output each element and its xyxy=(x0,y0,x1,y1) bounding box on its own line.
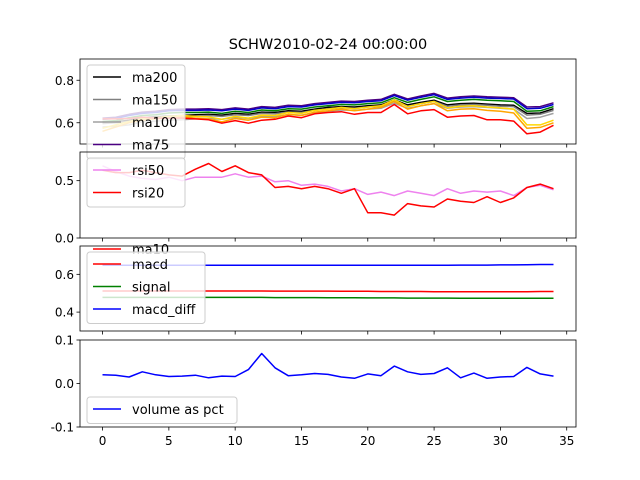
y-tick-label: 0.5 xyxy=(55,174,74,188)
legend-label: ma200 xyxy=(132,71,177,86)
legend-box xyxy=(86,396,238,424)
legend-label: macd xyxy=(132,258,168,273)
y-tick-label: 0.0 xyxy=(55,377,74,391)
series-line-volume-as-pct xyxy=(102,352,554,380)
axes-frame xyxy=(79,58,577,145)
legend-label: volume as pct xyxy=(132,403,224,418)
legend-label: ma150 xyxy=(132,94,177,109)
axes-frame xyxy=(79,151,577,239)
legend-label: macd_diff xyxy=(132,303,196,318)
legend: ma200 ma150 ma100 ma75 xyxy=(86,64,186,160)
subplot-1: 0.6 0.8 ma200 ma150 ma100 ma75 xyxy=(55,58,577,160)
x-tick-label: 25 xyxy=(426,434,441,448)
series-lines xyxy=(102,352,554,380)
legend-label: signal xyxy=(132,281,170,296)
y-tick-label: 0.4 xyxy=(55,306,74,320)
subplot-2: 0.0 0.5 rsi50 rsi20 xyxy=(55,151,577,246)
x-tick-label: 10 xyxy=(228,434,243,448)
y-tick-label: 0.6 xyxy=(55,268,74,282)
subplots: 0.6 0.8 ma200 ma150 ma100 ma75 0.0 0.5 rsi50 rsi2… xyxy=(51,58,577,448)
subplot-4: -0.1 0.0 0.1 0 5 10 15 20 25 30 35 volume as pct xyxy=(51,334,577,448)
x-tick-label: 35 xyxy=(559,434,574,448)
legend-label: ma100 xyxy=(132,116,177,131)
legend-box xyxy=(86,251,206,324)
y-tick-label: -0.1 xyxy=(51,421,74,435)
x-tick-label: 30 xyxy=(493,434,508,448)
x-tick-label: 15 xyxy=(294,434,309,448)
y-tick-label: 0.8 xyxy=(55,74,74,88)
y-tick-label: 0.1 xyxy=(55,334,74,348)
x-tick-label: 0 xyxy=(99,434,107,448)
legend: rsi50 rsi20 xyxy=(86,157,186,208)
legend-label: rsi50 xyxy=(132,164,164,179)
figure-title: SCHW2010-02-24 00:00:00 xyxy=(229,37,428,53)
legend-label: ma75 xyxy=(132,139,169,154)
axes-frame xyxy=(79,245,577,332)
x-tick-label: 20 xyxy=(360,434,375,448)
x-tick-label: 5 xyxy=(165,434,173,448)
y-tick-label: 0.0 xyxy=(55,232,74,246)
y-tick-label: 0.6 xyxy=(55,116,74,130)
legend: volume as pct xyxy=(86,396,238,424)
legend-label: rsi20 xyxy=(132,187,164,202)
